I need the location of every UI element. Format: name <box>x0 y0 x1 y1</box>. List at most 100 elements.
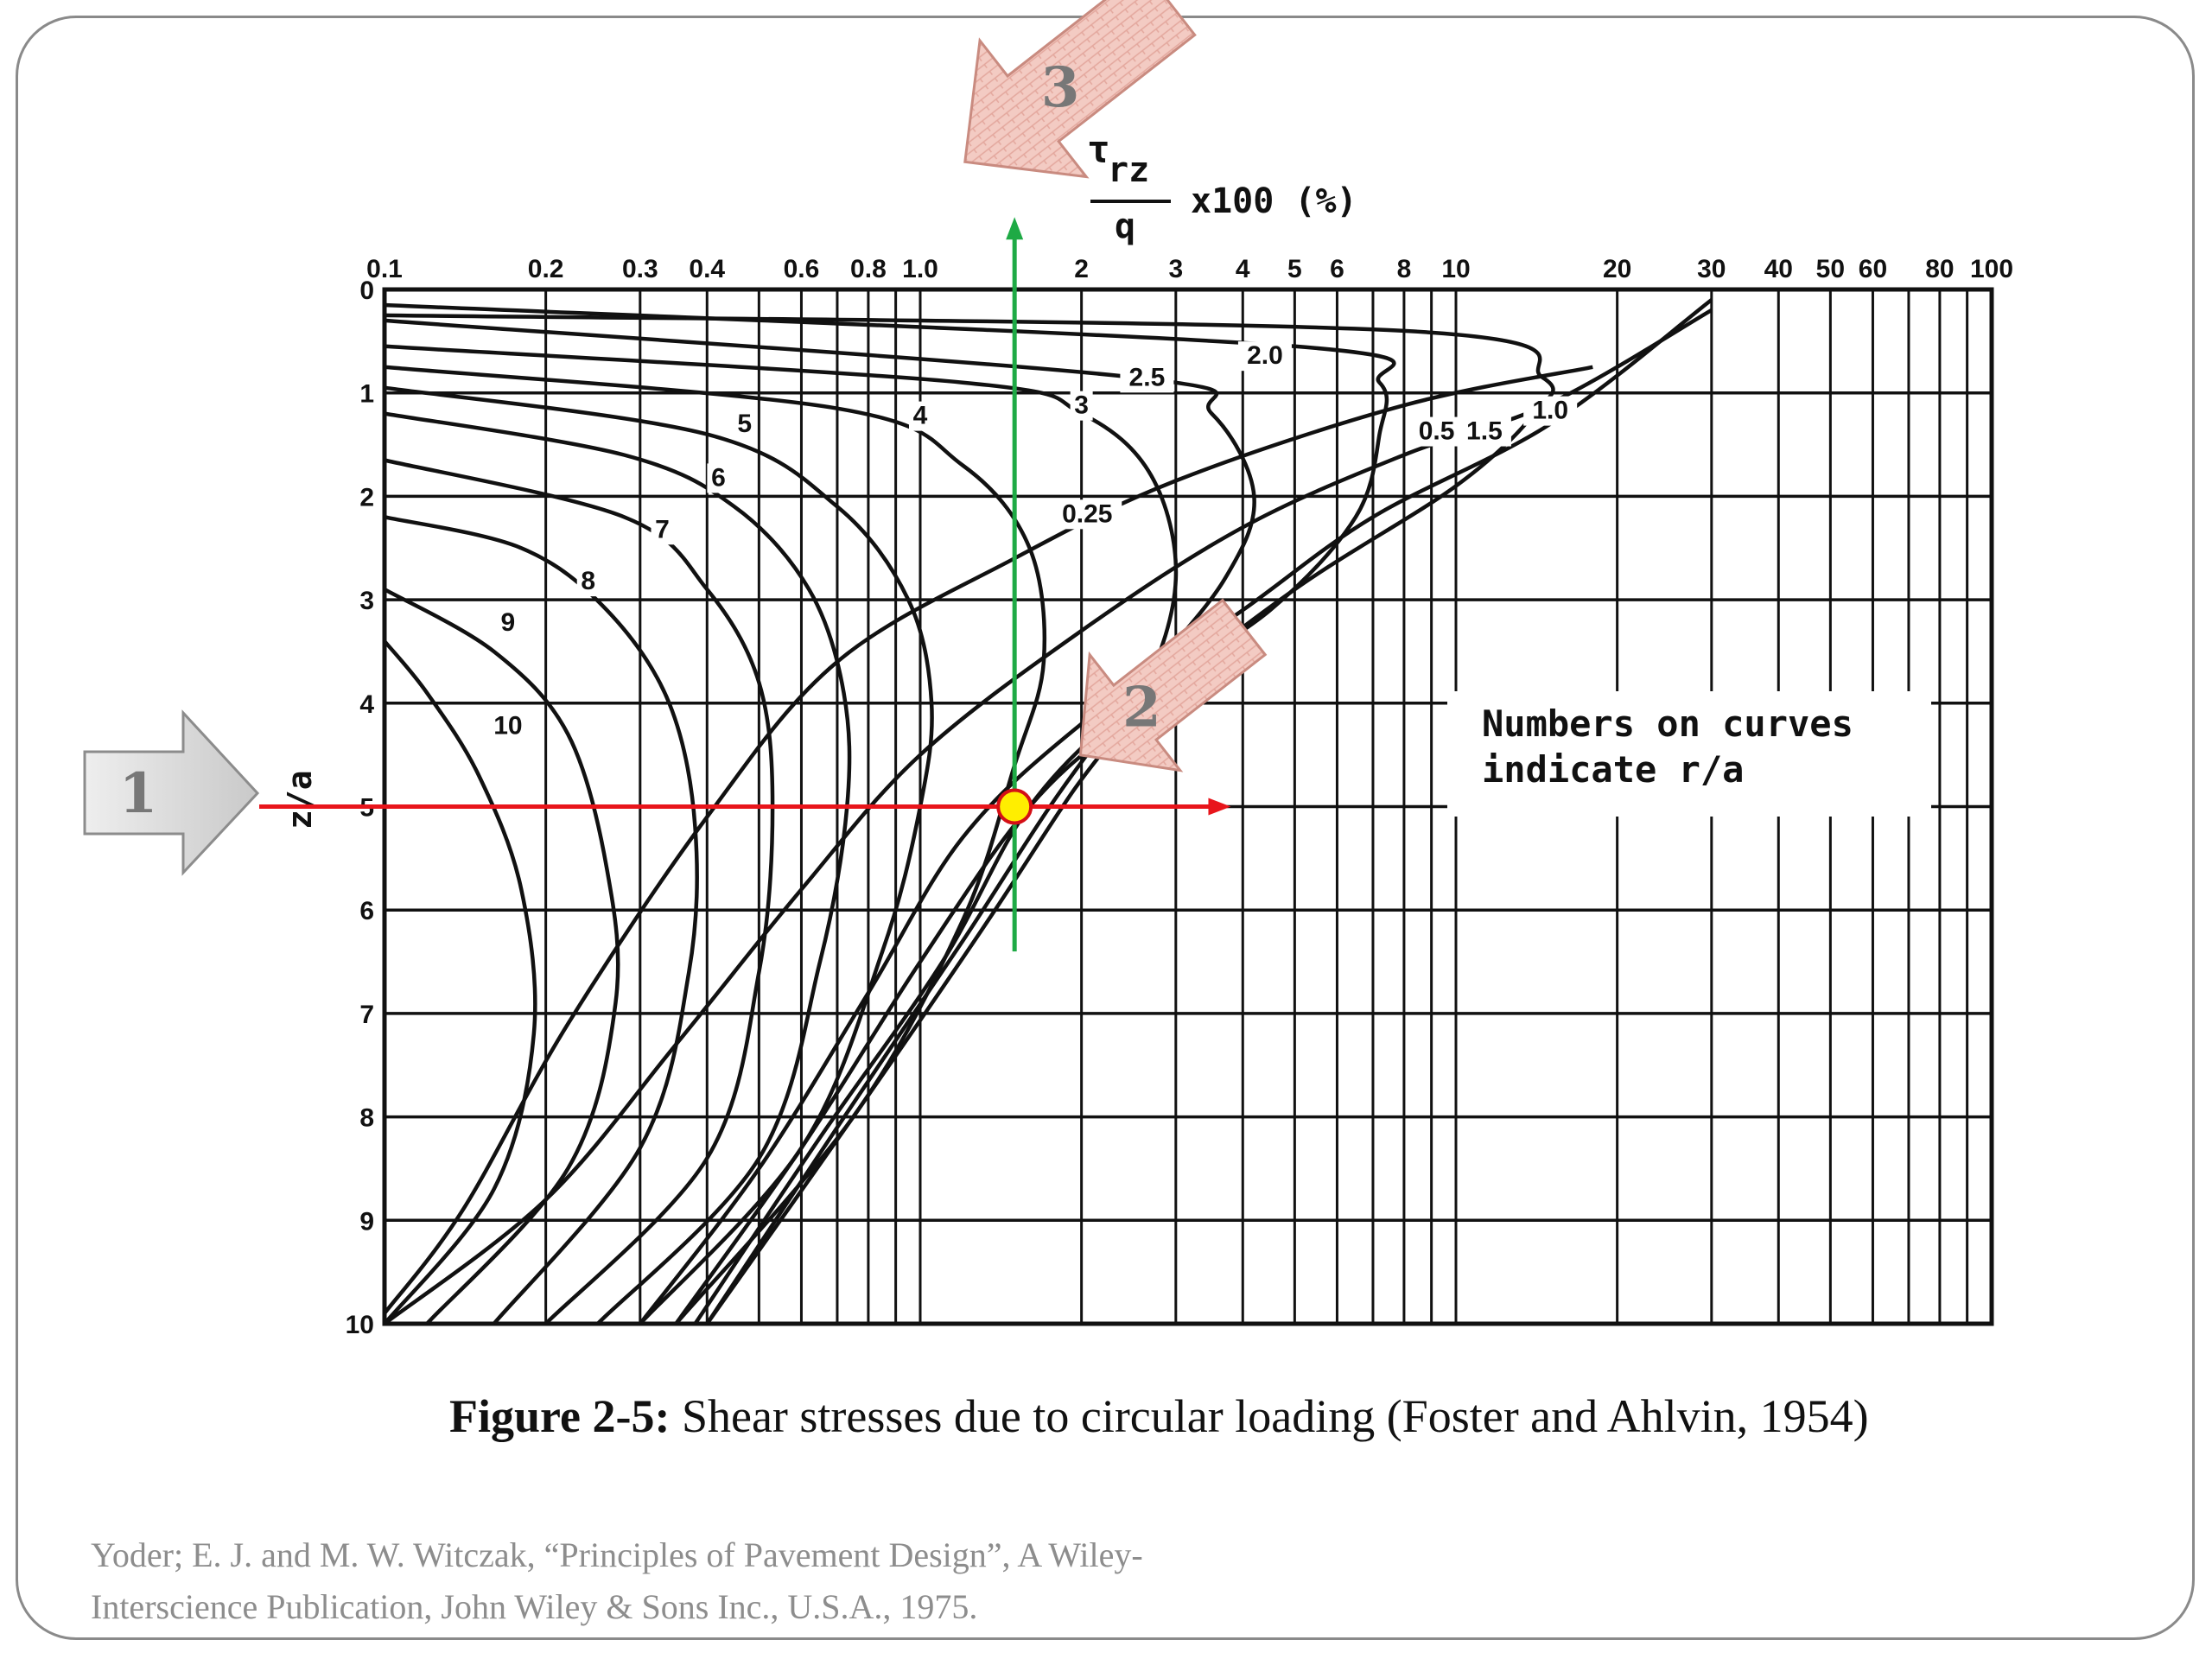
curve-label: 2.0 <box>1247 341 1283 370</box>
curve-3 <box>384 344 1179 1325</box>
curve-7 <box>384 458 775 1325</box>
y-tick-label: 7 <box>359 1001 374 1029</box>
x-tick-label: 0.2 <box>528 255 564 283</box>
curve-label-bg <box>1237 341 1292 372</box>
y-tick-label: 0 <box>359 276 374 305</box>
curve-4 <box>384 365 1047 1325</box>
curve-label: 9 <box>501 608 516 637</box>
x-tick-label: 50 <box>1816 255 1845 283</box>
x-tick-label: 0.8 <box>850 255 887 283</box>
y-tick-label: 9 <box>359 1207 374 1236</box>
callout-arrow-3-shape <box>963 0 1197 179</box>
curve-label-bg <box>496 608 519 639</box>
y-tick-label: 3 <box>359 587 374 615</box>
y-tick-label: 8 <box>359 1104 374 1133</box>
x-tick-label: 8 <box>1397 255 1412 283</box>
curve-10 <box>383 639 537 1325</box>
callout-arrow-1-shape <box>83 709 260 876</box>
curve-label-bg <box>1070 391 1093 421</box>
x-tick-label: 0.6 <box>784 255 820 283</box>
curve-label-bg <box>1523 396 1578 426</box>
reference-line-1: Yoder; E. J. and M. W. Witczak, “Princip… <box>91 1535 1143 1574</box>
x-tick-label: 0.1 <box>366 255 403 283</box>
curve-label-bg <box>733 410 756 440</box>
curve-label: 6 <box>711 463 726 492</box>
x-tick-label: 1.0 <box>902 255 938 283</box>
curve-label: 0.5 <box>1419 417 1455 446</box>
x-tick-label: 20 <box>1603 255 1631 283</box>
y-tick-label: 2 <box>359 483 374 512</box>
x-tick-label: 40 <box>1764 255 1793 283</box>
curve-1-5 <box>384 313 1555 1325</box>
x-tick-label: 2 <box>1074 255 1089 283</box>
vertical-guide-arrowhead <box>1006 217 1024 240</box>
y-tick-label: 6 <box>359 897 374 925</box>
intersection-marker <box>996 788 1033 825</box>
curve-label-bg <box>576 567 600 597</box>
curve-9 <box>383 588 620 1325</box>
callout-arrow-3: 3 <box>963 0 1197 179</box>
curve-label-bg <box>1457 416 1511 447</box>
curves <box>383 298 1713 1325</box>
x-tick-label: 5 <box>1287 255 1302 283</box>
tick-labels: 0.1 0.2 0.3 0.4 0.6 0.8 1.0 2 3 4 5 6 8 10 20 30 40 50 60 8… <box>346 255 2013 1339</box>
curve-2-0 <box>384 302 1396 1325</box>
callout-arrow-1: 1 <box>83 709 260 876</box>
curve-label: 3 <box>1074 391 1089 420</box>
curve-label: 4 <box>913 402 928 430</box>
reference-line-2: Interscience Publication, John Wiley & S… <box>91 1587 978 1626</box>
callout-arrow-1-number: 1 <box>119 761 158 826</box>
x-tick-label: 80 <box>1925 255 1954 283</box>
reference-citation: Yoder; E. J. and M. W. Witczak, “Princip… <box>91 1529 1387 1633</box>
curve-label: 2.5 <box>1129 363 1166 391</box>
curve-label: 1.0 <box>1532 397 1568 425</box>
x-axis-label-tau: τ <box>1087 128 1110 172</box>
x-tick-label: 4 <box>1236 255 1250 283</box>
curve-6 <box>384 411 852 1325</box>
curve-5 <box>384 385 934 1325</box>
figure-caption-text: Shear stresses due to circular loading (… <box>670 1390 1869 1442</box>
curve-label-bg <box>1052 499 1122 530</box>
x-tick-label: 60 <box>1859 255 1887 283</box>
curve-labels: 0.25 0.5 1.5 1.0 2.0 2.5 3 4 56 7 8 9 10 <box>488 341 1578 741</box>
curve-2-5 <box>384 318 1256 1325</box>
callout-arrow-3-number: 3 <box>1041 55 1080 120</box>
y-tick-label: 1 <box>359 380 374 409</box>
x-tick-label: 3 <box>1168 255 1183 283</box>
curve-0-5 <box>383 308 1713 1325</box>
y-axis-label: z/a <box>281 770 319 830</box>
callout-arrow-2-number: 2 <box>1122 675 1161 740</box>
curve-label: 5 <box>737 410 752 438</box>
curve-1-0 <box>639 298 1713 1325</box>
curve-label: 1.5 <box>1466 417 1503 446</box>
x-axis-label-denominator: q <box>1115 207 1135 246</box>
horizontal-guide-arrowhead <box>1208 798 1231 816</box>
curve-label-bg <box>1409 416 1464 447</box>
curve-label: 0.25 <box>1062 499 1112 528</box>
x-tick-label: 100 <box>1970 255 2013 283</box>
figure-caption-label: Figure 2-5: <box>449 1390 671 1442</box>
x-tick-label: 10 <box>1441 255 1470 283</box>
y-tick-label: 10 <box>346 1311 374 1339</box>
annotation-line-2: indicate r/a <box>1482 748 1744 791</box>
x-tick-label: 6 <box>1330 255 1344 283</box>
callout-arrow-2: 2 <box>1078 598 1268 772</box>
annotation-line-1: Numbers on curves <box>1482 702 1853 745</box>
curve-label-bg <box>909 401 931 431</box>
x-axis-label-multiplier: x100 (%) <box>1191 181 1357 221</box>
annotation-background <box>1447 691 1931 817</box>
x-axis-label: τ rz q x100 (%) <box>1087 128 1357 246</box>
curve-8 <box>384 515 699 1325</box>
curve-label: 10 <box>493 712 522 741</box>
curve-label-bg <box>488 711 527 741</box>
callout-arrow-2-shape <box>1078 598 1268 772</box>
curve-label: 7 <box>655 515 670 543</box>
curve-label-bg <box>707 463 730 493</box>
curve-label-bg <box>651 515 674 545</box>
x-tick-label: 0.3 <box>622 255 658 283</box>
x-axis-label-subscript: rz <box>1108 150 1149 190</box>
guides <box>259 217 1231 952</box>
curve-label-bg <box>1120 363 1174 393</box>
annotation-box: Numbers on curves indicate r/a <box>1447 691 1931 817</box>
